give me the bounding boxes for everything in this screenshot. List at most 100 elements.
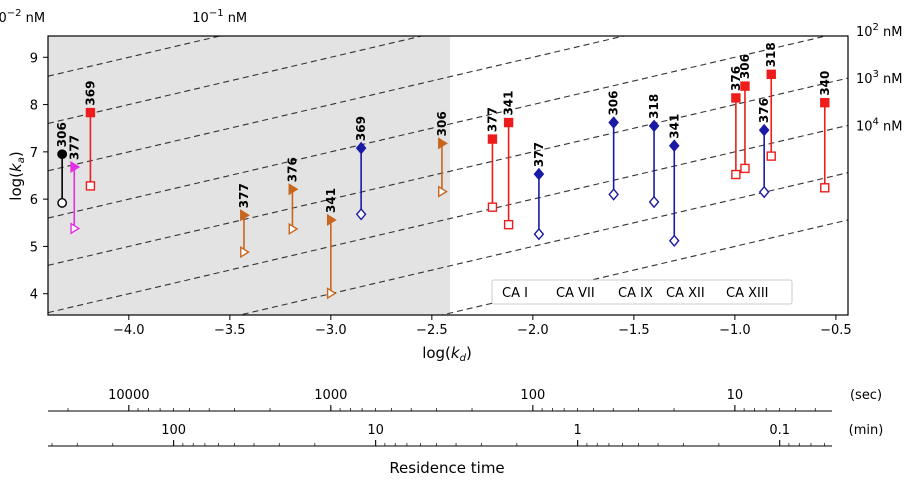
data-label: 306 — [607, 90, 621, 115]
open-square-marker — [85, 181, 96, 191]
open-triangle-marker — [240, 246, 250, 259]
y-tick-label: 5 — [30, 240, 38, 255]
filled-square-marker — [731, 93, 741, 103]
series-ca-xiii: 377 376 341 306 — [237, 111, 449, 300]
filled-diamond-marker — [608, 116, 619, 129]
filled-square-marker — [740, 81, 750, 91]
filled-circle-marker — [57, 149, 68, 160]
filled-square-marker — [85, 107, 96, 118]
legend-entry: CA I — [502, 286, 528, 301]
data-label: 369 — [354, 116, 368, 141]
iso-affinity-label: 103 nM — [856, 69, 903, 87]
data-label: 376 — [757, 98, 771, 123]
filled-diamond-marker — [668, 139, 680, 152]
filled-diamond-marker — [648, 119, 660, 133]
data-label: 376 — [285, 157, 299, 182]
series-ca-i: 306 — [55, 122, 69, 208]
series-ca-vii: 377 — [67, 135, 81, 235]
open-diamond-marker — [608, 188, 619, 201]
open-diamond-marker — [758, 185, 770, 199]
sec-tick-label: 10 — [727, 388, 744, 403]
filled-triangle-marker — [240, 209, 250, 222]
filled-square-marker — [503, 117, 514, 128]
open-square-marker — [740, 163, 750, 174]
open-triangle-marker — [288, 222, 299, 235]
series-ca-xii: 369 377 306 318 341 376 — [354, 90, 771, 248]
data-label: 306 — [435, 111, 449, 136]
y-tick-label: 8 — [30, 99, 38, 114]
filled-triangle-marker — [438, 137, 448, 150]
legend-entry: CA IX — [618, 286, 653, 301]
min-tick-label: 100 — [161, 423, 186, 438]
data-label: 341 — [324, 188, 338, 213]
data-label: 377 — [237, 183, 251, 208]
filled-triangle-marker — [288, 183, 299, 196]
data-label: 376 — [729, 66, 743, 91]
iso-affinity-line — [439, 219, 848, 315]
x-tick-label: −1.0 — [719, 323, 751, 338]
y-axis-label: log(ka) — [7, 151, 27, 200]
legend-box — [491, 279, 793, 305]
open-triangle-marker — [438, 185, 448, 198]
filled-triangle-marker — [70, 160, 81, 174]
filled-triangle-marker — [326, 213, 337, 227]
open-square-marker — [487, 202, 498, 212]
sec-unit-label: (sec) — [850, 388, 882, 403]
iso-affinity-label: 104 nM — [856, 116, 903, 134]
filled-square-marker — [766, 69, 776, 80]
x-tick-label: −2.5 — [416, 323, 448, 338]
filled-diamond-marker — [355, 141, 367, 155]
open-square-marker — [731, 169, 741, 180]
residence-time-title: Residence time — [389, 459, 504, 477]
min-tick-label: 1 — [574, 423, 582, 438]
x-tick-label: −3.5 — [214, 323, 246, 338]
data-label: 318 — [764, 42, 778, 67]
open-diamond-marker — [668, 234, 680, 248]
data-label: 369 — [83, 81, 97, 106]
iso-affinity-label: 10−1 nM — [192, 8, 247, 26]
sec-tick-label: 1000 — [314, 388, 347, 403]
y-tick-label: 7 — [30, 146, 38, 161]
open-square-marker — [503, 219, 514, 230]
iso-affinity-label: 10−2 nM — [0, 8, 45, 26]
filled-square-marker — [487, 134, 498, 144]
iso-affinity-line — [48, 124, 848, 314]
iso-affinity-label: 102 nM — [856, 22, 903, 40]
min-tick-label: 0.1 — [769, 423, 790, 438]
x-tick-label: −4.0 — [113, 323, 145, 338]
shaded-region — [48, 36, 451, 315]
open-diamond-marker — [355, 207, 367, 221]
data-label: 306 — [738, 54, 752, 79]
open-triangle-marker — [326, 287, 337, 300]
filled-square-marker — [820, 97, 830, 108]
x-tick-label: −3.0 — [315, 323, 347, 338]
min-unit-label: (min) — [849, 423, 884, 438]
sec-tick-label: 10000 — [108, 388, 149, 403]
x-tick-label: −1.5 — [618, 323, 650, 338]
data-label: 306 — [55, 122, 69, 147]
data-label: 341 — [502, 90, 516, 115]
x-tick-label: −0.5 — [820, 323, 852, 338]
sec-tick-label: 100 — [520, 388, 545, 403]
data-label: 377 — [67, 135, 81, 160]
data-label: 340 — [818, 71, 832, 96]
open-square-marker — [766, 151, 776, 161]
y-tick-label: 4 — [30, 288, 38, 303]
iso-affinity-line — [48, 36, 829, 219]
filled-diamond-marker — [533, 167, 545, 181]
y-tick-label: 6 — [30, 193, 38, 208]
y-tick-label: 9 — [30, 51, 38, 66]
plot-frame — [47, 35, 849, 316]
x-axis-label: log(kd) — [422, 344, 472, 364]
open-diamond-marker — [533, 227, 545, 241]
data-label: 377 — [485, 107, 499, 132]
data-label: 318 — [647, 94, 661, 119]
legend-entry: CA XII — [666, 286, 705, 301]
open-triangle-marker — [70, 222, 81, 235]
legend-entry: CA VII — [556, 286, 595, 301]
iso-affinity-line — [48, 36, 627, 172]
open-square-marker — [820, 183, 830, 193]
